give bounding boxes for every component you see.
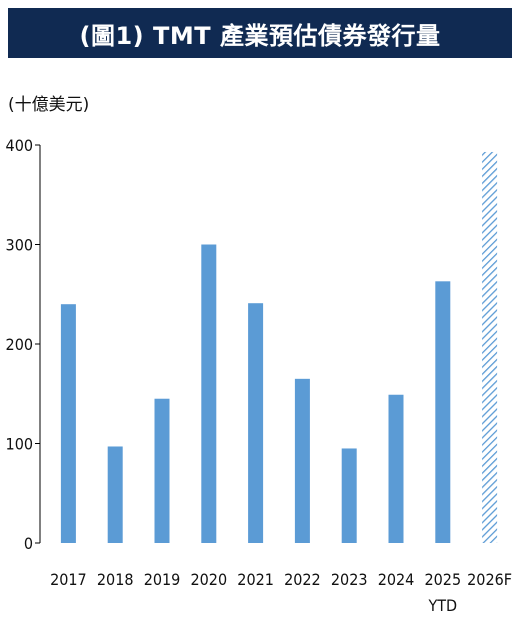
title-banner: (圖1) TMT 產業預估債券發行量: [8, 8, 512, 58]
y-unit-label: (十億美元): [8, 95, 90, 115]
x-tick-label: 2019: [144, 570, 181, 589]
y-tick-label: 400: [6, 136, 33, 155]
bar: [341, 448, 357, 543]
bar: [294, 378, 310, 543]
bar: [154, 398, 170, 543]
bar: [248, 303, 264, 543]
bar: [201, 244, 217, 543]
x-tick-label: 2017: [50, 570, 87, 589]
y-tick-label: 300: [6, 236, 33, 255]
bar: [435, 281, 451, 543]
x-tick-label: 2018: [97, 570, 134, 589]
x-tick-label: 2022: [284, 570, 321, 589]
chart-title: (圖1) TMT 產業預估債券發行量: [79, 21, 441, 50]
x-tick-label: 2026F: [467, 570, 512, 589]
bar: [388, 394, 404, 543]
bar: [107, 446, 123, 543]
y-tick-label: 100: [6, 435, 33, 454]
x-tick-label: 2023: [331, 570, 368, 589]
y-tick-label: 0: [24, 534, 33, 553]
x-tick-label: 2021: [237, 570, 274, 589]
x-tick-label: 2025 YTD: [424, 570, 461, 615]
bar: [60, 304, 76, 543]
y-tick-label: 200: [6, 335, 33, 354]
x-tick-label: 2020: [190, 570, 227, 589]
bar-forecast: [482, 151, 498, 543]
x-tick-label: 2024: [378, 570, 415, 589]
